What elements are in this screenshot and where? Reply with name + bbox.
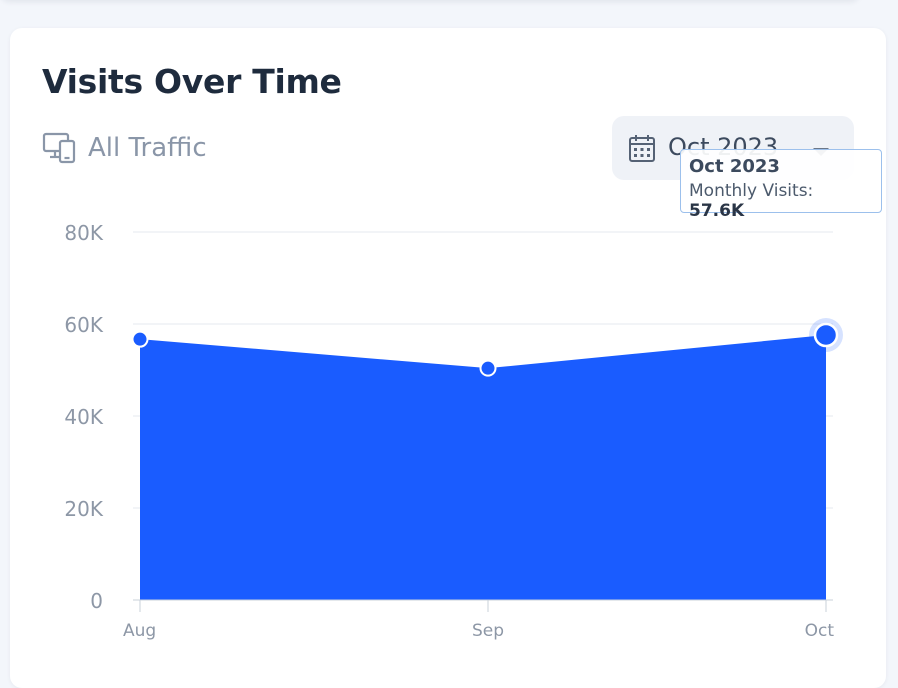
tooltip-metric-value: 57.6K [689, 201, 745, 221]
data-point-highlighted [813, 322, 839, 348]
calendar-icon [628, 133, 656, 167]
devices-icon [42, 131, 78, 165]
chart-tooltip: Oct 2023 Monthly Visits: 57.6K [680, 149, 882, 221]
y-tick-label: 60K [64, 313, 103, 337]
traffic-filter-label: All Traffic [88, 133, 207, 163]
data-point [479, 359, 497, 377]
x-tick-label: Oct [805, 621, 835, 641]
card-title: Visits Over Time [42, 62, 342, 101]
traffic-filter[interactable]: All Traffic [42, 131, 207, 165]
tooltip-title: Oct 2023 [689, 156, 780, 177]
y-tick-label: 20K [64, 497, 103, 521]
data-point [131, 330, 149, 348]
y-tick-label: 80K [64, 221, 103, 245]
area-series [140, 335, 826, 600]
y-tick-label: 0 [90, 589, 103, 613]
tooltip-metric-label: Monthly Visits: [689, 181, 814, 201]
visits-area-chart: 0 20K 40K 60K 80K Aug Sep Oct [64, 221, 843, 641]
tooltip-metric: Monthly Visits: 57.6K [689, 181, 873, 221]
y-tick-label: 40K [64, 405, 103, 429]
x-tick-label: Sep [472, 621, 504, 641]
x-tick-label: Aug [123, 621, 156, 641]
